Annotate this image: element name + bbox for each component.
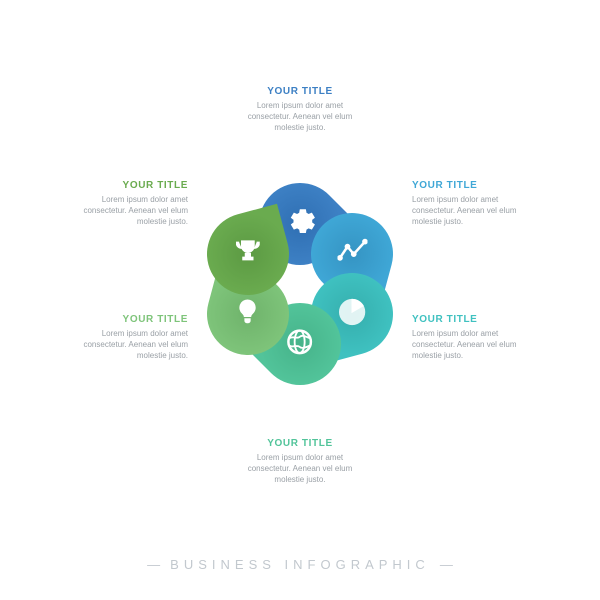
trophy-icon xyxy=(233,237,263,272)
gear-icon xyxy=(285,207,315,242)
label-title: YOUR TITLE xyxy=(412,314,542,325)
label-body: Lorem ipsum dolor amet consectetur. Aene… xyxy=(58,329,188,361)
line-icon xyxy=(337,237,367,272)
label-title: YOUR TITLE xyxy=(235,438,365,449)
label-title: YOUR TITLE xyxy=(412,180,542,191)
label-2: YOUR TITLE Lorem ipsum dolor amet consect… xyxy=(412,314,542,361)
label-5: YOUR TITLE Lorem ipsum dolor amet consect… xyxy=(58,180,188,227)
footer-title: BUSINESS INFOGRAPHIC xyxy=(0,557,600,572)
label-body: Lorem ipsum dolor amet consectetur. Aene… xyxy=(58,195,188,227)
label-body: Lorem ipsum dolor amet consectetur. Aene… xyxy=(235,101,365,133)
label-title: YOUR TITLE xyxy=(235,86,365,97)
label-0: YOUR TITLE Lorem ipsum dolor amet consect… xyxy=(235,86,365,133)
label-body: Lorem ipsum dolor amet consectetur. Aene… xyxy=(412,329,542,361)
label-body: Lorem ipsum dolor amet consectetur. Aene… xyxy=(412,195,542,227)
label-3: YOUR TITLE Lorem ipsum dolor amet consect… xyxy=(235,438,365,485)
pie-icon xyxy=(337,297,367,332)
bulb-icon xyxy=(233,297,263,332)
globe-icon xyxy=(285,327,315,362)
label-1: YOUR TITLE Lorem ipsum dolor amet consect… xyxy=(412,180,542,227)
label-body: Lorem ipsum dolor amet consectetur. Aene… xyxy=(235,453,365,485)
infographic-canvas: YOUR TITLE Lorem ipsum dolor amet consect… xyxy=(0,0,600,600)
label-4: YOUR TITLE Lorem ipsum dolor amet consect… xyxy=(58,314,188,361)
label-title: YOUR TITLE xyxy=(58,314,188,325)
label-title: YOUR TITLE xyxy=(58,180,188,191)
